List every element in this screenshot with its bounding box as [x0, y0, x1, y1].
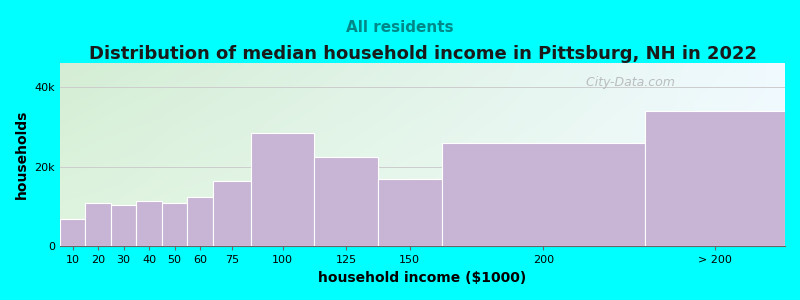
Bar — [213, 181, 251, 246]
Bar — [442, 143, 645, 246]
Bar — [251, 133, 314, 246]
Title: Distribution of median household income in Pittsburg, NH in 2022: Distribution of median household income … — [89, 45, 757, 63]
Bar — [60, 218, 86, 246]
Bar — [378, 179, 442, 246]
Bar — [645, 111, 785, 246]
X-axis label: household income ($1000): household income ($1000) — [318, 271, 526, 285]
Bar — [162, 202, 187, 246]
Bar — [187, 196, 213, 246]
Bar — [111, 205, 136, 246]
Bar — [86, 202, 111, 246]
Text: City-Data.com: City-Data.com — [582, 76, 675, 89]
Bar — [136, 201, 162, 246]
Y-axis label: households: households — [15, 110, 29, 200]
Bar — [314, 157, 378, 246]
Text: All residents: All residents — [346, 20, 454, 34]
